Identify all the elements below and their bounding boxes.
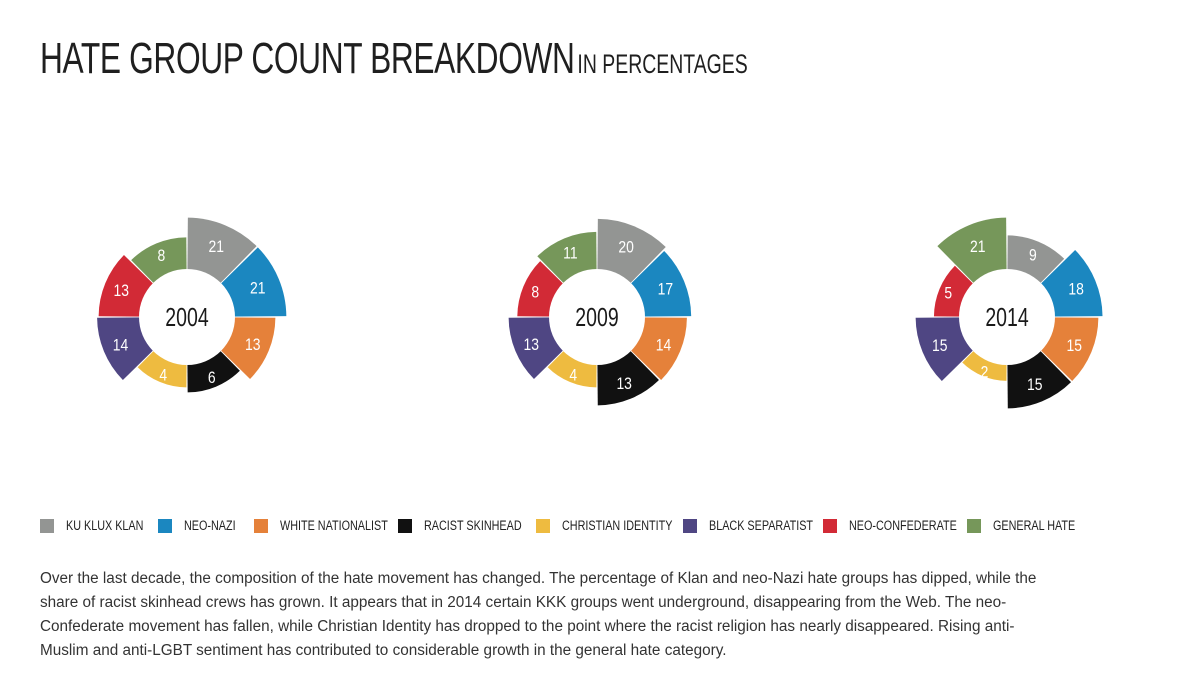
caption-text: Over the last decade, the composition of… <box>40 570 1037 659</box>
legend-label: WHITE NATIONALIST <box>280 518 388 533</box>
polar-chart-2004: 21 21 13 6 4 14 13 8 2004 <box>97 217 287 393</box>
data-label-2009-general-hate: 11 <box>563 244 577 263</box>
center-label-2014: 2014 <box>985 302 1029 331</box>
data-label-2014-neo-nazi: 18 <box>1068 280 1083 299</box>
legend-label: NEO-CONFEDERATE <box>849 518 957 533</box>
legend-swatch <box>823 518 837 533</box>
title-main: HATE GROUP COUNT BREAKDOWN <box>40 34 575 83</box>
center-hub-2014 <box>959 269 1055 365</box>
legend-item-neo-confederate: NEO-CONFEDERATE <box>823 518 984 533</box>
data-label-2014-white-nationalist: 15 <box>1066 337 1081 356</box>
data-label-2004-general-hate: 8 <box>158 247 166 266</box>
legend-item-christian-identity: CHRISTIAN IDENTITY <box>536 518 700 533</box>
data-label-2014-ku-klux-klan: 9 <box>1029 246 1037 265</box>
data-label-2009-christian-identity: 4 <box>569 366 577 385</box>
center-hub-2009 <box>549 269 645 365</box>
legend-swatch <box>683 518 697 533</box>
legend-swatch <box>158 518 172 533</box>
legend-swatch <box>398 518 412 533</box>
legend-label: KU KLUX KLAN <box>66 518 144 533</box>
legend-label: GENERAL HATE <box>993 518 1076 533</box>
data-label-2009-racist-skinhead: 13 <box>616 375 631 394</box>
center-label-2009: 2009 <box>575 302 618 331</box>
data-label-2004-white-nationalist: 13 <box>245 336 260 355</box>
data-label-2004-christian-identity: 4 <box>159 366 167 385</box>
data-label-2014-christian-identity: 2 <box>981 363 989 382</box>
legend-swatch <box>536 518 550 533</box>
data-label-2009-neo-nazi: 17 <box>658 280 673 299</box>
data-label-2004-neo-nazi: 21 <box>250 279 265 298</box>
data-label-2009-black-separatist: 13 <box>523 336 538 355</box>
legend-item-white-nationalist: WHITE NATIONALIST <box>254 518 415 533</box>
legend-item-neo-nazi: NEO-NAZI <box>158 518 249 533</box>
legend-swatch <box>254 518 268 533</box>
data-label-2009-ku-klux-klan: 20 <box>618 238 634 257</box>
data-label-2004-neo-confederate: 13 <box>113 282 128 301</box>
chart-title: HATE GROUP COUNT BREAKDOWN IN PERCENTAGES <box>40 34 748 84</box>
legend-label: CHRISTIAN IDENTITY <box>562 518 673 533</box>
polar-chart-2009: 20 17 14 13 4 13 8 11 2009 <box>508 218 692 406</box>
title-subtitle: IN PERCENTAGES <box>577 49 748 79</box>
data-label-2009-neo-confederate: 8 <box>531 283 539 302</box>
data-label-2004-ku-klux-klan: 21 <box>209 238 224 257</box>
legend-label: BLACK SEPARATIST <box>709 518 814 533</box>
legend-swatch <box>40 518 54 533</box>
polar-charts: 21 21 13 6 4 14 13 8 2004 20 17 14 13 4 13 8 11 2009 9 18 15… <box>97 217 1103 409</box>
data-label-2014-general-hate: 21 <box>970 238 985 257</box>
data-label-2009-white-nationalist: 14 <box>656 336 672 355</box>
legend-item-ku-klux-klan: KU KLUX KLAN <box>40 518 163 533</box>
center-hub-2004 <box>139 269 235 365</box>
data-label-2014-black-separatist: 15 <box>932 337 947 356</box>
legend-item-racist-skinhead: RACIST SKINHEAD <box>398 518 546 533</box>
polar-chart-2014: 9 18 15 15 2 15 5 21 2014 <box>915 217 1103 409</box>
legend-label: NEO-NAZI <box>184 518 236 533</box>
data-label-2004-racist-skinhead: 6 <box>208 369 216 388</box>
data-label-2014-racist-skinhead: 15 <box>1027 376 1042 395</box>
legend: KU KLUX KLAN NEO-NAZI WHITE NATIONALIST RAC… <box>40 518 1190 540</box>
center-label-2004: 2004 <box>165 302 209 331</box>
legend-label: RACIST SKINHEAD <box>424 518 522 533</box>
data-label-2004-black-separatist: 14 <box>113 336 129 355</box>
data-label-2014-neo-confederate: 5 <box>944 284 952 303</box>
legend-swatch <box>967 518 981 533</box>
legend-item-general-hate: GENERAL HATE <box>967 518 1096 533</box>
legend-item-black-separatist: BLACK SEPARATIST <box>683 518 839 533</box>
